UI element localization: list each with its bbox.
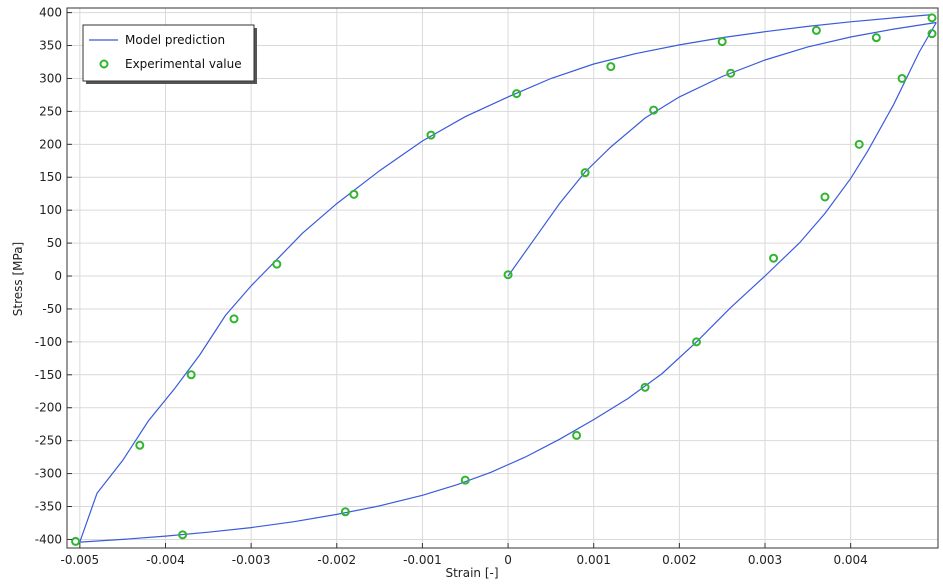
legend-label-model: Model prediction — [125, 33, 225, 47]
model-prediction-line — [79, 22, 937, 543]
experimental-point — [649, 105, 659, 115]
y-tick-label: 350 — [39, 39, 62, 53]
x-tick-label: 0.002 — [662, 553, 696, 567]
experimental-point — [927, 13, 937, 23]
y-tick-label: 150 — [39, 170, 62, 184]
experimental-point — [691, 337, 701, 347]
experimental-point — [717, 37, 727, 47]
x-tick-label: -0.003 — [232, 553, 271, 567]
experimental-point — [349, 189, 359, 199]
legend-marker-swatch — [99, 59, 109, 69]
experimental-point — [135, 440, 145, 450]
experimental-point — [927, 29, 937, 39]
y-tick-label: -250 — [35, 434, 62, 448]
y-tick-label: -300 — [35, 467, 62, 481]
experimental-point — [71, 536, 81, 546]
y-tick-label: -350 — [35, 500, 62, 514]
experimental-point — [854, 139, 864, 149]
experimental-point — [606, 62, 616, 72]
x-tick-label: -0.001 — [403, 553, 442, 567]
y-tick-label: 300 — [39, 71, 62, 85]
experimental-point — [897, 73, 907, 83]
y-axis-label: Stress [MPa] — [11, 242, 25, 316]
experimental-point — [640, 382, 650, 392]
y-tick-label: -100 — [35, 335, 62, 349]
experimental-point — [769, 253, 779, 263]
model-prediction-line — [79, 14, 933, 543]
x-tick-label: -0.004 — [146, 553, 185, 567]
experimental-point — [503, 270, 513, 280]
legend: Model prediction Experimental value — [82, 24, 257, 84]
x-tick-label: 0.001 — [577, 553, 611, 567]
experimental-point — [460, 475, 470, 485]
plot-frame — [66, 7, 939, 549]
y-tick-label: 250 — [39, 104, 62, 118]
model-prediction-line — [507, 21, 937, 277]
experimental-point — [726, 68, 736, 78]
experimental-point — [186, 370, 196, 380]
x-tick-label: -0.005 — [61, 553, 100, 567]
experimental-point — [512, 89, 522, 99]
experimental-point — [340, 507, 350, 517]
y-tick-label: -200 — [35, 401, 62, 415]
experimental-point — [426, 130, 436, 140]
x-tick-label: 0.003 — [748, 553, 782, 567]
series-markers — [71, 13, 937, 546]
x-tick-label: 0 — [504, 553, 512, 567]
experimental-point — [811, 25, 821, 35]
experimental-point — [272, 259, 282, 269]
y-axis-ticks: 400 350 300 250 200 150 100 50 0 -50 -100 -150 -200 -… — [35, 6, 72, 546]
experimental-point — [580, 168, 590, 178]
x-axis-ticks: -0.005 -0.004 -0.003 -0.002 -0.001 0 0.001 0.00… — [61, 543, 868, 567]
y-tick-label: 0 — [54, 269, 62, 283]
x-tick-label: -0.002 — [317, 553, 356, 567]
legend-box — [82, 24, 255, 82]
experimental-point — [178, 530, 188, 540]
experimental-point — [820, 192, 830, 202]
legend-label-experimental: Experimental value — [125, 57, 242, 71]
experimental-point — [871, 33, 881, 43]
y-tick-label: -50 — [42, 302, 62, 316]
series-lines — [79, 14, 937, 543]
x-tick-label: 0.004 — [833, 553, 867, 567]
y-tick-label: -150 — [35, 368, 62, 382]
y-tick-label: 200 — [39, 137, 62, 151]
experimental-point — [572, 430, 582, 440]
x-axis-label: Strain [-] — [445, 566, 498, 580]
experimental-point — [229, 314, 239, 324]
y-tick-label: 100 — [39, 203, 62, 217]
y-tick-label: -400 — [35, 532, 62, 546]
y-tick-label: 50 — [47, 236, 62, 250]
y-tick-label: 400 — [39, 6, 62, 20]
